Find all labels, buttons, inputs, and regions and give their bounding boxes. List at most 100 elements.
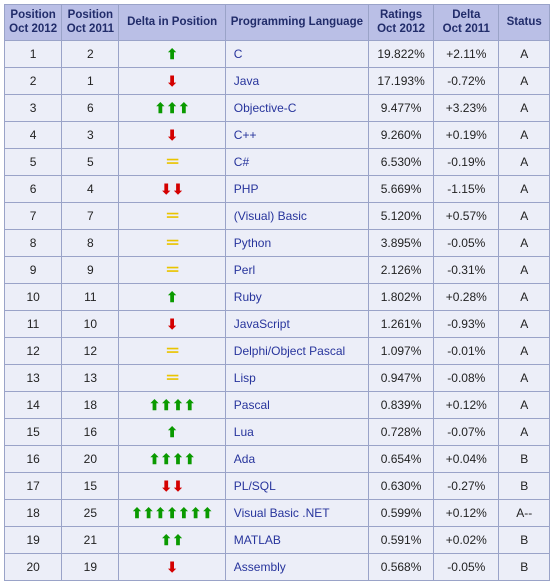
arrow-same-icon: ＝	[165, 371, 179, 386]
table-row: 1921⬆⬆MATLAB0.591%+0.02%B	[5, 527, 550, 554]
cell-status: A	[499, 230, 550, 257]
cell-pos-2011: 1	[62, 68, 119, 95]
arrow-down-icon: ⬇	[166, 128, 178, 142]
cell-ratings: 1.261%	[368, 311, 433, 338]
header-delta-ratings: DeltaOct 2011	[434, 5, 499, 41]
cell-delta-ratings: -0.19%	[434, 149, 499, 176]
arrow-up-icon: ⬆⬆⬆⬆⬆⬆⬆	[131, 506, 213, 520]
cell-language: (Visual) Basic	[225, 203, 368, 230]
arrow-up-icon: ⬆	[166, 290, 178, 304]
cell-pos-2011: 10	[62, 311, 119, 338]
cell-status: A	[499, 203, 550, 230]
cell-delta-ratings: +0.57%	[434, 203, 499, 230]
table-row: 1313＝Lisp0.947%-0.08%A	[5, 365, 550, 392]
cell-delta-position: ＝	[119, 257, 225, 284]
cell-pos-2012: 9	[5, 257, 62, 284]
arrow-up-icon: ⬆⬆⬆⬆	[149, 398, 196, 412]
cell-language: Assembly	[225, 554, 368, 581]
cell-pos-2011: 5	[62, 149, 119, 176]
cell-delta-position: ⬆	[119, 41, 225, 68]
cell-language: Ruby	[225, 284, 368, 311]
cell-delta-position: ＝	[119, 203, 225, 230]
table-row: 1516⬆Lua0.728%-0.07%A	[5, 419, 550, 446]
table-row: 21⬇Java17.193%-0.72%A	[5, 68, 550, 95]
cell-delta-position: ＝	[119, 338, 225, 365]
cell-ratings: 1.097%	[368, 338, 433, 365]
cell-language: C	[225, 41, 368, 68]
cell-status: B	[499, 473, 550, 500]
table-row: 12⬆C19.822%+2.11%A	[5, 41, 550, 68]
cell-status: A	[499, 392, 550, 419]
cell-ratings: 0.630%	[368, 473, 433, 500]
arrow-up-icon: ⬆⬆	[160, 533, 183, 547]
cell-delta-ratings: -0.72%	[434, 68, 499, 95]
header-pos-2011: PositionOct 2011	[62, 5, 119, 41]
arrow-up-icon: ⬆⬆⬆	[155, 101, 190, 115]
cell-language: Objective-C	[225, 95, 368, 122]
cell-language: MATLAB	[225, 527, 368, 554]
cell-pos-2011: 6	[62, 95, 119, 122]
cell-pos-2012: 7	[5, 203, 62, 230]
cell-delta-position: ⬇	[119, 122, 225, 149]
cell-language: Python	[225, 230, 368, 257]
cell-pos-2011: 20	[62, 446, 119, 473]
cell-pos-2012: 17	[5, 473, 62, 500]
cell-status: A	[499, 365, 550, 392]
cell-language: Lisp	[225, 365, 368, 392]
cell-delta-ratings: -0.05%	[434, 554, 499, 581]
cell-status: A	[499, 419, 550, 446]
cell-pos-2011: 18	[62, 392, 119, 419]
cell-delta-ratings: +0.28%	[434, 284, 499, 311]
header-status: Status	[499, 5, 550, 41]
cell-pos-2012: 19	[5, 527, 62, 554]
table-row: 1011⬆Ruby1.802%+0.28%A	[5, 284, 550, 311]
cell-ratings: 9.260%	[368, 122, 433, 149]
cell-pos-2012: 3	[5, 95, 62, 122]
cell-ratings: 0.654%	[368, 446, 433, 473]
cell-language: Perl	[225, 257, 368, 284]
cell-delta-position: ＝	[119, 149, 225, 176]
cell-pos-2012: 1	[5, 41, 62, 68]
cell-delta-ratings: +0.19%	[434, 122, 499, 149]
cell-pos-2012: 6	[5, 176, 62, 203]
cell-pos-2012: 14	[5, 392, 62, 419]
cell-delta-position: ⬆⬆	[119, 527, 225, 554]
cell-pos-2011: 16	[62, 419, 119, 446]
cell-language: Ada	[225, 446, 368, 473]
cell-ratings: 1.802%	[368, 284, 433, 311]
cell-delta-position: ⬇⬇	[119, 473, 225, 500]
cell-pos-2012: 13	[5, 365, 62, 392]
cell-language: Delphi/Object Pascal	[225, 338, 368, 365]
cell-language: Visual Basic .NET	[225, 500, 368, 527]
cell-pos-2011: 11	[62, 284, 119, 311]
cell-pos-2011: 3	[62, 122, 119, 149]
arrow-down-icon: ⬇	[166, 74, 178, 88]
cell-ratings: 6.530%	[368, 149, 433, 176]
cell-status: B	[499, 527, 550, 554]
cell-delta-ratings: -0.05%	[434, 230, 499, 257]
cell-status: A--	[499, 500, 550, 527]
table-row: 1418⬆⬆⬆⬆Pascal0.839%+0.12%A	[5, 392, 550, 419]
cell-delta-ratings: +0.12%	[434, 392, 499, 419]
cell-status: A	[499, 257, 550, 284]
cell-delta-position: ⬆⬆⬆⬆	[119, 392, 225, 419]
cell-ratings: 5.120%	[368, 203, 433, 230]
cell-pos-2011: 13	[62, 365, 119, 392]
header-pos-2012: PositionOct 2012	[5, 5, 62, 41]
arrow-same-icon: ＝	[165, 155, 179, 170]
cell-pos-2012: 10	[5, 284, 62, 311]
table-row: 1825⬆⬆⬆⬆⬆⬆⬆Visual Basic .NET0.599%+0.12%…	[5, 500, 550, 527]
cell-delta-ratings: -0.01%	[434, 338, 499, 365]
cell-pos-2012: 11	[5, 311, 62, 338]
arrow-down-icon: ⬇	[166, 317, 178, 331]
cell-status: B	[499, 446, 550, 473]
cell-pos-2012: 2	[5, 68, 62, 95]
cell-language: PHP	[225, 176, 368, 203]
cell-pos-2012: 5	[5, 149, 62, 176]
cell-ratings: 0.728%	[368, 419, 433, 446]
cell-ratings: 0.947%	[368, 365, 433, 392]
cell-ratings: 9.477%	[368, 95, 433, 122]
cell-delta-position: ＝	[119, 230, 225, 257]
cell-delta-ratings: -0.31%	[434, 257, 499, 284]
arrow-same-icon: ＝	[165, 263, 179, 278]
